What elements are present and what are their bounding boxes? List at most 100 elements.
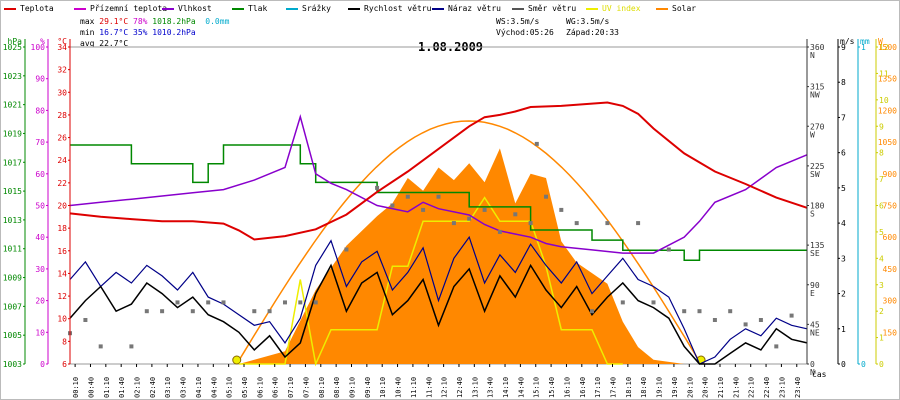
- wind-gust-line: [69, 235, 808, 365]
- x-axis-tick-label: 18:40: [640, 377, 648, 398]
- x-axis-tick-label: 12:40: [456, 377, 464, 398]
- solar-axis-tick-label: 600: [883, 233, 898, 242]
- wind-speed-unit: m/s: [840, 37, 855, 46]
- wind-direction-point: [421, 207, 426, 212]
- temperature-axis-tick-label: 12: [57, 292, 67, 301]
- legend-uv-index: UV index: [586, 3, 641, 15]
- solar-unit: W: [878, 37, 883, 46]
- legend-label: UV index: [602, 4, 641, 13]
- x-axis-tick-label: 04:40: [210, 377, 218, 398]
- wind-direction-axis-dir-label: NW: [810, 91, 820, 100]
- x-axis-tick-label: 21:10: [717, 377, 725, 398]
- sunrise-marker: [232, 355, 242, 365]
- stats-min-row: min 16.7°C 35% 1010.2hPa: [80, 28, 196, 38]
- humidity-axis-tick-label: 30: [35, 265, 45, 274]
- wind-direction-axis-tick-label: 0: [810, 360, 815, 369]
- humidity-axis-tick-label: 50: [35, 202, 45, 211]
- legend-swatch: [586, 7, 598, 10]
- solar-theoretical-curve: [236, 120, 702, 365]
- legend-label: Tlak: [248, 4, 268, 13]
- stat-max-hum: 78%: [133, 17, 148, 26]
- wind-direction-point: [451, 221, 456, 226]
- temperature-axis-tick-label: 14: [57, 269, 67, 278]
- x-axis-tick-label: 05:10: [226, 377, 234, 398]
- legend-swatch: [656, 7, 668, 10]
- solar-axis-tick-label: 1350: [878, 75, 897, 84]
- legend-label: Vlhkost: [178, 4, 212, 13]
- legend-label: Solar: [672, 4, 697, 13]
- x-axis-tick-label: 00:10: [72, 377, 80, 398]
- legend-srazky: Srážky: [286, 3, 331, 15]
- temperature-axis-tick-label: 8: [62, 337, 67, 346]
- legend-solar: Solar: [656, 3, 696, 15]
- legend-naraz-vetru: Náraz větru: [432, 3, 501, 15]
- x-axis-tick-label: 10:40: [395, 377, 403, 398]
- wind-direction-point: [789, 313, 794, 318]
- solar-axis-tick-label: 150: [883, 328, 898, 337]
- uv-axis-tick-label: 9: [879, 122, 884, 131]
- legend-tlak: Tlak: [232, 3, 267, 15]
- pressure-axis-tick-label: 1005: [3, 331, 22, 340]
- uv-axis-tick-label: 6: [879, 202, 884, 211]
- x-axis-tick-label: 19:10: [656, 377, 664, 398]
- stat-label: max: [80, 17, 95, 26]
- wind-speed-line: [69, 263, 808, 365]
- humidity-axis-tick-label: 60: [35, 170, 45, 179]
- temperature-axis-tick-label: 10: [57, 315, 67, 324]
- humidity-axis-tick-label: 70: [35, 138, 45, 147]
- x-axis-tick-label: 09:40: [364, 377, 372, 398]
- wind-direction-axis-dir-label: NE: [810, 328, 820, 337]
- x-axis-label: čas: [812, 369, 827, 379]
- wind-direction-point: [528, 221, 533, 226]
- stat-min-hum: 35%: [133, 28, 148, 37]
- x-axis-tick-label: 13:10: [471, 377, 479, 398]
- wind-direction-point: [467, 216, 472, 221]
- x-axis-tick-label: 22:40: [763, 377, 771, 398]
- wind-speed-axis-tick-label: 8: [841, 78, 846, 87]
- stat-wg: WG:3.5m/s: [566, 17, 610, 26]
- wind-direction-axis-tick-label: 315: [810, 83, 825, 92]
- uv-axis-tick-label: 3: [879, 281, 884, 290]
- wind-direction-point: [144, 309, 149, 314]
- wind-direction-point: [728, 309, 733, 314]
- x-axis-tick-label: 18:10: [625, 377, 633, 398]
- wind-direction-point: [98, 344, 103, 349]
- uv-axis-tick-label: 1: [879, 334, 884, 343]
- x-axis-tick-label: 01:40: [118, 377, 126, 398]
- pressure-axis-tick-label: 1017: [3, 158, 22, 167]
- legend-label: Směr větru: [528, 4, 577, 13]
- x-axis-tick-label: 20:10: [686, 377, 694, 398]
- wind-direction-point: [712, 318, 717, 322]
- legend-swatch: [162, 7, 174, 10]
- x-axis-tick-label: 03:40: [180, 377, 188, 398]
- pressure-axis-tick-label: 1025: [3, 43, 22, 52]
- temperature-axis-tick-label: 16: [57, 247, 67, 256]
- wind-direction-axis-dir-label: N: [810, 368, 815, 377]
- rain-axis-tick-label: 1: [861, 43, 866, 52]
- x-axis-tick-label: 17:40: [610, 377, 618, 398]
- x-axis-tick-label: 02:10: [134, 377, 142, 398]
- wind-direction-point: [758, 318, 763, 322]
- wind-direction-point: [375, 185, 380, 190]
- uv-axis-tick-label: 2: [879, 307, 884, 316]
- pressure-axis-unit: hPa: [8, 37, 23, 46]
- x-axis-tick-label: 06:40: [272, 377, 280, 398]
- wind-direction-axis-tick-label: 180: [810, 202, 825, 211]
- wind-direction-point: [344, 247, 349, 252]
- wind-direction-point: [636, 221, 641, 226]
- solar-axis-tick-label: 900: [883, 170, 898, 179]
- legend-swatch: [232, 7, 244, 10]
- wind-direction-point: [313, 300, 318, 305]
- wind-direction-point: [651, 300, 656, 305]
- temperature-axis-tick-label: 28: [57, 111, 67, 120]
- legend-label: Přízemní teplota: [90, 4, 168, 13]
- wind-direction-point: [590, 309, 594, 314]
- wind-speed-axis-tick-label: 9: [841, 43, 846, 52]
- x-axis-tick-label: 20:40: [702, 377, 710, 398]
- x-axis-tick-label: 15:40: [548, 377, 556, 398]
- temperature-axis-tick-label: 6: [62, 360, 67, 369]
- wind-direction-point: [774, 344, 779, 349]
- wind-direction-point: [666, 247, 671, 252]
- wind-direction-point: [221, 300, 226, 305]
